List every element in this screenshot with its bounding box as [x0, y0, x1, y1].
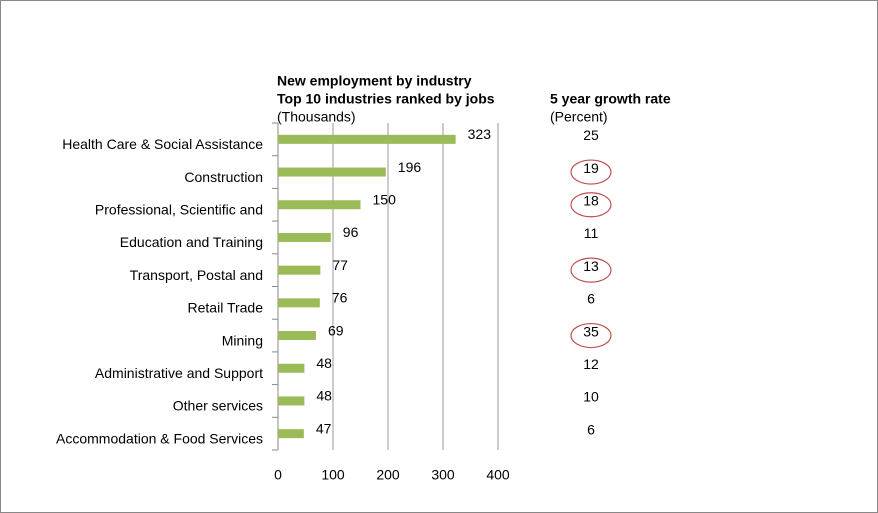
x-tick-label: 400: [486, 467, 510, 483]
highlight-circle: [570, 257, 612, 283]
growth-value: 19: [583, 160, 599, 176]
value-label: 47: [316, 420, 332, 436]
bar: [278, 200, 361, 210]
value-label: 150: [373, 191, 397, 207]
value-label: 48: [316, 388, 332, 404]
x-tick-label: 300: [431, 467, 455, 483]
y-tick-label: Retail Trade: [188, 300, 264, 316]
y-tick-label: Construction: [184, 169, 263, 185]
y-tick-label: Accommodation & Food Services: [56, 430, 263, 446]
y-tick-label: Mining: [222, 332, 263, 348]
x-tick-label: 200: [376, 467, 400, 483]
growth-value: 10: [583, 389, 599, 405]
value-label: 77: [332, 257, 348, 273]
value-label: 96: [343, 224, 359, 240]
chart-subtitle: Top 10 industries ranked by jobs: [277, 91, 495, 107]
bar: [278, 232, 331, 242]
value-label: 69: [328, 322, 344, 338]
growth-value: 13: [583, 258, 599, 274]
growth-value: 11: [584, 225, 599, 241]
bar: [278, 429, 304, 439]
growth-value: 25: [583, 127, 599, 143]
growth-unit-label: (Percent): [550, 109, 608, 125]
bar: [278, 396, 305, 406]
y-tick-label: Administrative and Support: [95, 365, 263, 381]
value-label: 196: [398, 159, 422, 175]
highlight-circle: [570, 159, 612, 185]
growth-value: 12: [583, 356, 599, 372]
bar: [278, 331, 316, 341]
growth-value: 6: [587, 421, 595, 437]
y-tick-label: Professional, Scientific and: [95, 201, 263, 217]
y-tick-label: Education and Training: [120, 234, 263, 250]
y-tick-label: Health Care & Social Assistance: [62, 136, 263, 152]
highlight-circle: [570, 192, 612, 218]
bar: [278, 265, 321, 275]
bar: [278, 298, 320, 308]
highlight-circle: [570, 322, 612, 349]
growth-value: 6: [587, 291, 595, 307]
bar: [278, 363, 305, 373]
value-label: 323: [468, 126, 492, 142]
growth-title: 5 year growth rate: [550, 91, 671, 107]
value-label: 76: [332, 290, 348, 306]
growth-value: 18: [583, 192, 599, 208]
value-label: 48: [316, 355, 332, 371]
bar: [278, 167, 386, 177]
x-tick-label: 0: [274, 467, 282, 483]
y-tick-label: Other services: [173, 398, 263, 414]
x-tick-label: 100: [321, 467, 345, 483]
bar: [278, 134, 456, 144]
chart-title: New employment by industry: [277, 73, 472, 89]
unit-label: (Thousands): [277, 109, 356, 125]
growth-value: 35: [583, 323, 599, 339]
y-tick-label: Transport, Postal and: [130, 267, 263, 283]
